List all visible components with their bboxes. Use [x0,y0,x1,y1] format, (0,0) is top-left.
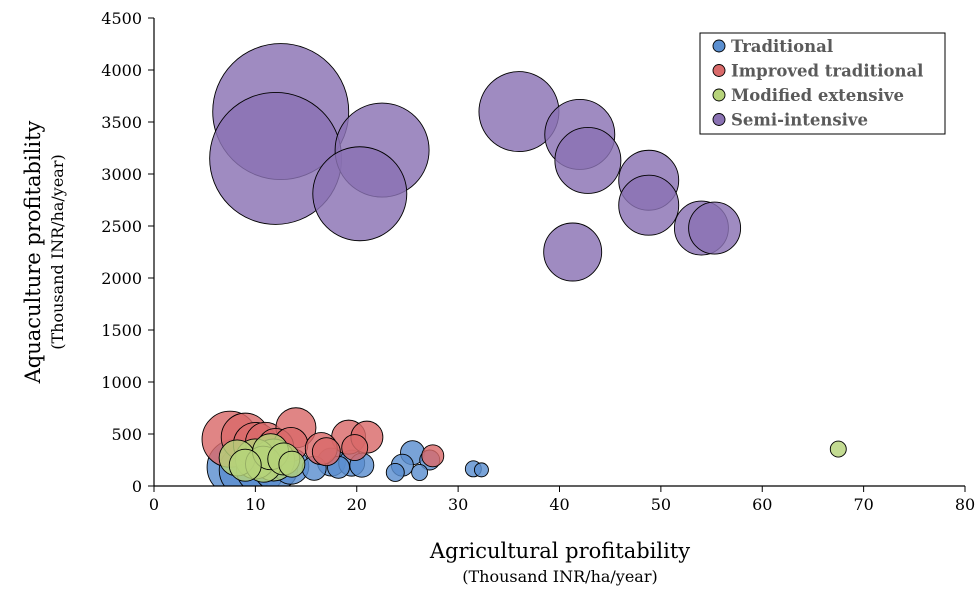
bubble-traditional [385,463,405,482]
legend-label: Traditional [731,37,833,56]
legend-label: Modified extensive [731,86,904,105]
bubble-modified-extensive [228,448,262,482]
y-axis-subtitle: (Thousand INR/ha/year) [48,154,67,349]
y-axis-title: Aquaculture profitability [21,120,45,384]
legend-marker [712,64,726,77]
x-tick-label: 0 [149,495,159,514]
x-axis-subtitle: (Thousand INR/ha/year) [462,567,657,586]
y-tick-label: 2500 [101,217,142,236]
tick-labels: 0 10 20 30 40 50 60 70 80 0 500 1000 1500 2000 2500 300… [101,9,975,514]
bubble-traditional [473,462,489,478]
y-tick-label: 2000 [101,269,142,288]
y-tick-label: 4000 [101,61,142,80]
bubble-modified-extensive [278,450,306,478]
y-tick-label: 3500 [101,113,142,132]
bubble-improved-traditional [421,444,445,468]
y-tick-label: 3000 [101,165,142,184]
bubble-semi-intensive [618,174,680,236]
bubble-improved-traditional [311,437,341,467]
bubble-semi-intensive [688,201,742,255]
y-tick-label: 0 [132,477,142,496]
legend-label: Improved traditional [731,62,923,81]
bubble-semi-intensive [554,127,622,194]
x-tick-label: 70 [853,495,873,514]
bubble-semi-intensive [312,146,408,242]
legend: Traditional Improved traditional Modified … [699,32,946,135]
x-tick-label: 60 [752,495,772,514]
legend-marker [712,113,726,126]
legend-marker [712,39,726,53]
legend-marker [712,88,726,102]
bubble-modified-extensive [829,440,847,458]
legend-box [699,32,946,135]
x-tick-label: 80 [955,495,975,514]
y-tick-label: 1000 [101,373,142,392]
x-tick-label: 30 [448,495,468,514]
x-tick-label: 10 [245,495,265,514]
legend-label: Semi-intensive [731,111,868,130]
bubble-traditional [411,464,429,481]
y-tick-label: 4500 [101,9,142,28]
data-points [201,43,847,486]
x-tick-label: 20 [347,495,367,514]
x-axis-title: Agricultural profitability [429,539,690,563]
x-tick-label: 50 [651,495,671,514]
y-tick-label: 1500 [101,321,142,340]
y-tick-label: 500 [111,425,142,444]
bubble-semi-intensive [543,222,603,282]
bubble-improved-traditional [341,434,369,461]
x-tick-label: 40 [549,495,569,514]
